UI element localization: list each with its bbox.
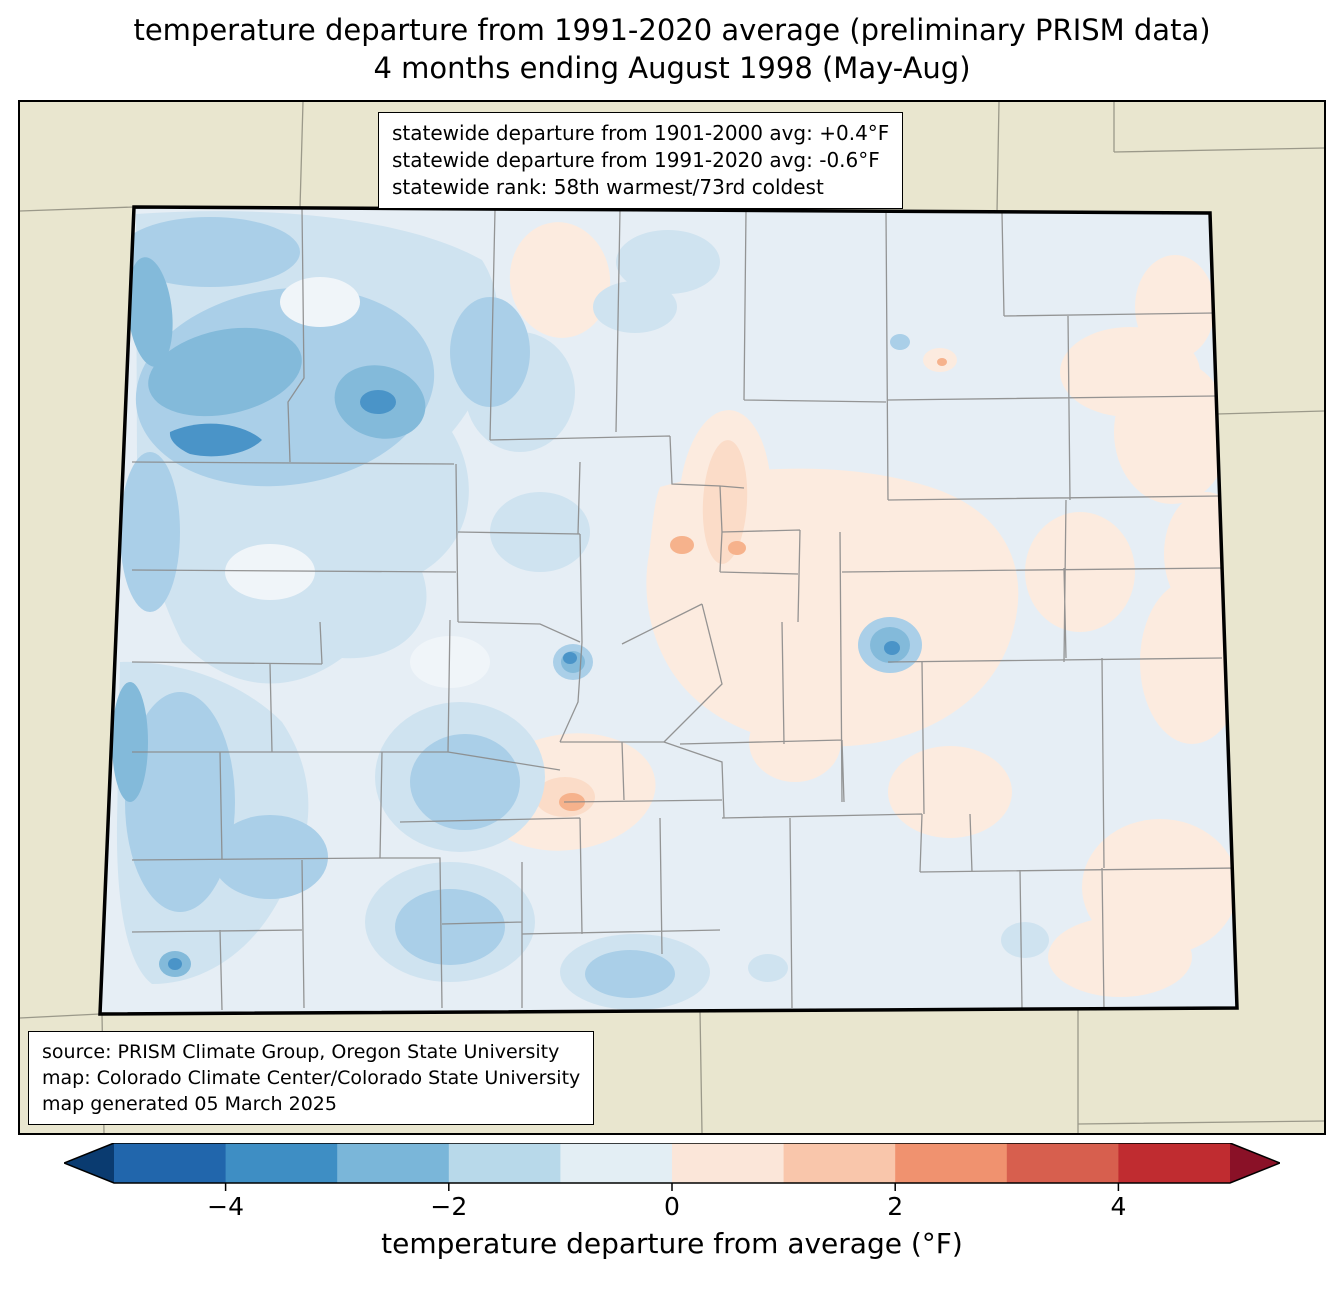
colorbar-axis-label: temperature departure from average (°F) <box>381 1227 963 1260</box>
warm-anomaly-spot <box>937 358 947 366</box>
state-border <box>98 205 1239 1016</box>
warm-anomaly-blob <box>1060 327 1200 417</box>
neutral-patch <box>225 544 315 600</box>
colorbar-outline <box>64 1143 1280 1184</box>
cool-anomaly-blob <box>748 954 788 982</box>
colorbar-tick-label: −2 <box>430 1192 468 1221</box>
map-credit-line: map: Colorado Climate Center/Colorado St… <box>42 1067 581 1089</box>
colorbar-tick-label: 2 <box>887 1192 904 1221</box>
colorbar-segment <box>448 1143 561 1183</box>
stats-box: statewide departure from 1901-2000 avg: … <box>378 112 904 209</box>
colorbar-left-arrow <box>64 1143 114 1183</box>
stats-line-1901-2000: statewide departure from 1901-2000 avg: … <box>392 121 890 145</box>
warm-anomaly-blob <box>1025 512 1135 632</box>
map-frame: statewide departure from 1901-2000 avg: … <box>18 100 1326 1135</box>
cool-anomaly-core <box>169 423 262 457</box>
colorbar-tick-labels: −4 −2 0 2 4 <box>64 1192 1280 1224</box>
page-title: temperature departure from 1991-2020 ave… <box>0 12 1344 87</box>
cool-anomaly-core <box>360 390 396 414</box>
colorbar-segment <box>560 1143 673 1183</box>
cool-anomaly-blob <box>585 950 675 998</box>
source-box: source: PRISM Climate Group, Oregon Stat… <box>28 1031 595 1125</box>
colorbar-segment <box>1118 1143 1231 1183</box>
cool-anomaly-core <box>168 958 182 970</box>
cool-anomaly-blob <box>890 334 910 350</box>
warm-anomaly-blob <box>702 440 748 564</box>
warm-anomaly-blob <box>888 746 1012 838</box>
cool-anomaly-blob <box>148 327 302 417</box>
colorbar-tick-label: 4 <box>1110 1192 1127 1221</box>
cool-anomaly-blob <box>1001 922 1049 958</box>
cool-anomaly-blob <box>125 692 235 912</box>
colorbar-segment <box>1006 1143 1119 1183</box>
cool-anomaly-blob <box>212 815 328 899</box>
anomaly-field <box>112 207 1237 1011</box>
warm-anomaly-blob <box>749 702 841 782</box>
cool-anomaly-blob <box>490 492 590 572</box>
colorbar-segment <box>225 1143 338 1183</box>
colorbar-tick-label: −4 <box>207 1192 245 1221</box>
cool-anomaly-blob <box>127 257 173 367</box>
neutral-patch <box>280 277 360 327</box>
warm-anomaly-blob <box>1140 580 1237 744</box>
colorbar-tick-label: 0 <box>664 1192 680 1221</box>
cool-anomaly-core <box>563 652 577 664</box>
stats-line-rank: statewide rank: 58th warmest/73rd coldes… <box>392 175 824 199</box>
colorbar-svg <box>64 1143 1280 1191</box>
colorbar-segment <box>895 1143 1008 1183</box>
cool-anomaly-blob <box>450 297 530 407</box>
cool-anomaly-blob <box>112 682 148 802</box>
cool-anomaly-blob <box>410 734 520 830</box>
cool-anomaly-core <box>884 641 900 655</box>
warm-anomaly-blob <box>1048 917 1192 997</box>
page-title-line-1: temperature departure from 1991-2020 ave… <box>133 13 1211 47</box>
source-line: source: PRISM Climate Group, Oregon Stat… <box>42 1041 560 1063</box>
colorbar-segment <box>114 1143 227 1183</box>
colorado-anomaly-map <box>20 102 1324 1133</box>
cool-anomaly-blob <box>120 217 300 287</box>
colorbar-right-arrow <box>1230 1143 1280 1183</box>
colorbar-segment <box>783 1143 896 1183</box>
warm-anomaly-spot <box>728 541 746 555</box>
colorbar-segment <box>672 1143 785 1183</box>
county-boundaries <box>131 207 1237 1011</box>
warm-anomaly-spot <box>670 536 694 554</box>
cool-anomaly-blob <box>616 230 720 294</box>
stats-line-1991-2020: statewide departure from 1991-2020 avg: … <box>392 148 880 172</box>
colorbar-segment <box>337 1143 450 1183</box>
page-title-line-2: 4 months ending August 1998 (May-Aug) <box>373 50 971 85</box>
anomaly-blobs-deep-blue <box>168 390 900 970</box>
cool-anomaly-blob <box>593 281 677 333</box>
generated-date-line: map generated 05 March 2025 <box>42 1093 337 1115</box>
cool-anomaly-blob <box>120 452 180 612</box>
warm-anomaly-blob <box>509 222 611 338</box>
cool-anomaly-blob <box>395 889 505 965</box>
colorbar <box>64 1143 1280 1191</box>
